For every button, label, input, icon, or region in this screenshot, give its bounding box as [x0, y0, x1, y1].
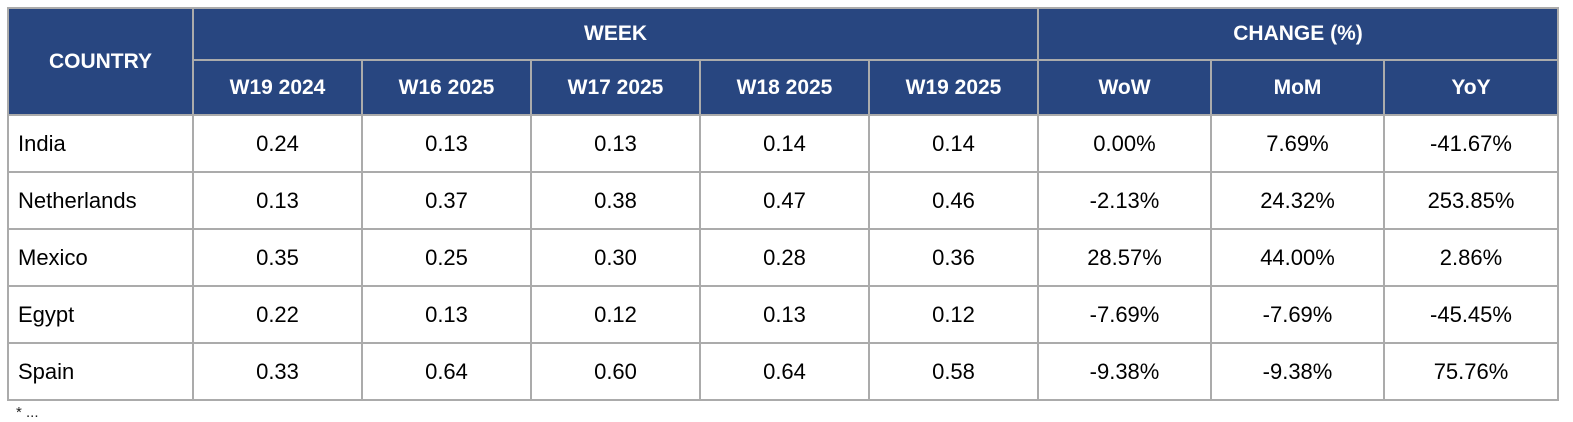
change-value-cell: 44.00%: [1210, 228, 1385, 287]
change-value-cell: 2.86%: [1383, 228, 1559, 287]
week-value-cell: 0.36: [868, 228, 1039, 287]
week-value-cell: 0.14: [699, 114, 870, 173]
week-col-header: W18 2025: [699, 59, 870, 116]
change-value-cell: -9.38%: [1210, 342, 1385, 401]
week-col-header: W16 2025: [361, 59, 532, 116]
week-value-cell: 0.22: [192, 285, 363, 344]
change-value-cell: 28.57%: [1037, 228, 1212, 287]
week-value-cell: 0.24: [192, 114, 363, 173]
change-value-cell: 0.00%: [1037, 114, 1212, 173]
week-value-cell: 0.13: [361, 114, 532, 173]
week-value-cell: 0.47: [699, 171, 870, 230]
week-value-cell: 0.30: [530, 228, 701, 287]
footnote: * ...: [16, 404, 39, 421]
week-value-cell: 0.12: [868, 285, 1039, 344]
change-col-header: MoM: [1210, 59, 1385, 116]
week-value-cell: 0.60: [530, 342, 701, 401]
change-value-cell: 24.32%: [1210, 171, 1385, 230]
change-value-cell: -9.38%: [1037, 342, 1212, 401]
week-value-cell: 0.35: [192, 228, 363, 287]
change-value-cell: -2.13%: [1037, 171, 1212, 230]
week-value-cell: 0.13: [530, 114, 701, 173]
week-value-cell: 0.38: [530, 171, 701, 230]
table-row: Spain 0.33 0.64 0.60 0.64 0.58 -9.38% -9…: [7, 342, 1559, 401]
week-value-cell: 0.13: [361, 285, 532, 344]
week-col-header: W19 2024: [192, 59, 363, 116]
change-value-cell: -45.45%: [1383, 285, 1559, 344]
country-cell: Netherlands: [7, 171, 194, 230]
change-value-cell: -41.67%: [1383, 114, 1559, 173]
week-value-cell: 0.14: [868, 114, 1039, 173]
country-cell: India: [7, 114, 194, 173]
country-cell: Egypt: [7, 285, 194, 344]
table-row: India 0.24 0.13 0.13 0.14 0.14 0.00% 7.6…: [7, 114, 1559, 173]
week-col-header: W19 2025: [868, 59, 1039, 116]
week-value-cell: 0.58: [868, 342, 1039, 401]
table-row: Netherlands 0.13 0.37 0.38 0.47 0.46 -2.…: [7, 171, 1559, 230]
week-value-cell: 0.13: [699, 285, 870, 344]
week-col-header: W17 2025: [530, 59, 701, 116]
week-value-cell: 0.12: [530, 285, 701, 344]
table-row: Mexico 0.35 0.25 0.30 0.28 0.36 28.57% 4…: [7, 228, 1559, 287]
week-value-cell: 0.25: [361, 228, 532, 287]
table-row: Egypt 0.22 0.13 0.12 0.13 0.12 -7.69% -7…: [7, 285, 1559, 344]
change-value-cell: 7.69%: [1210, 114, 1385, 173]
week-value-cell: 0.13: [192, 171, 363, 230]
country-cell: Mexico: [7, 228, 194, 287]
week-value-cell: 0.37: [361, 171, 532, 230]
change-value-cell: 75.76%: [1383, 342, 1559, 401]
change-group-header: CHANGE (%): [1037, 7, 1559, 61]
country-header: COUNTRY: [7, 7, 194, 116]
week-value-cell: 0.28: [699, 228, 870, 287]
week-value-cell: 0.33: [192, 342, 363, 401]
week-group-header: WEEK: [192, 7, 1039, 61]
week-value-cell: 0.64: [361, 342, 532, 401]
week-value-cell: 0.64: [699, 342, 870, 401]
country-week-change-table: COUNTRY WEEK CHANGE (%) W19 2024 W16 202…: [7, 7, 1559, 401]
country-cell: Spain: [7, 342, 194, 401]
change-col-header: WoW: [1037, 59, 1212, 116]
change-value-cell: 253.85%: [1383, 171, 1559, 230]
change-value-cell: -7.69%: [1210, 285, 1385, 344]
week-value-cell: 0.46: [868, 171, 1039, 230]
change-value-cell: -7.69%: [1037, 285, 1212, 344]
change-col-header: YoY: [1383, 59, 1559, 116]
